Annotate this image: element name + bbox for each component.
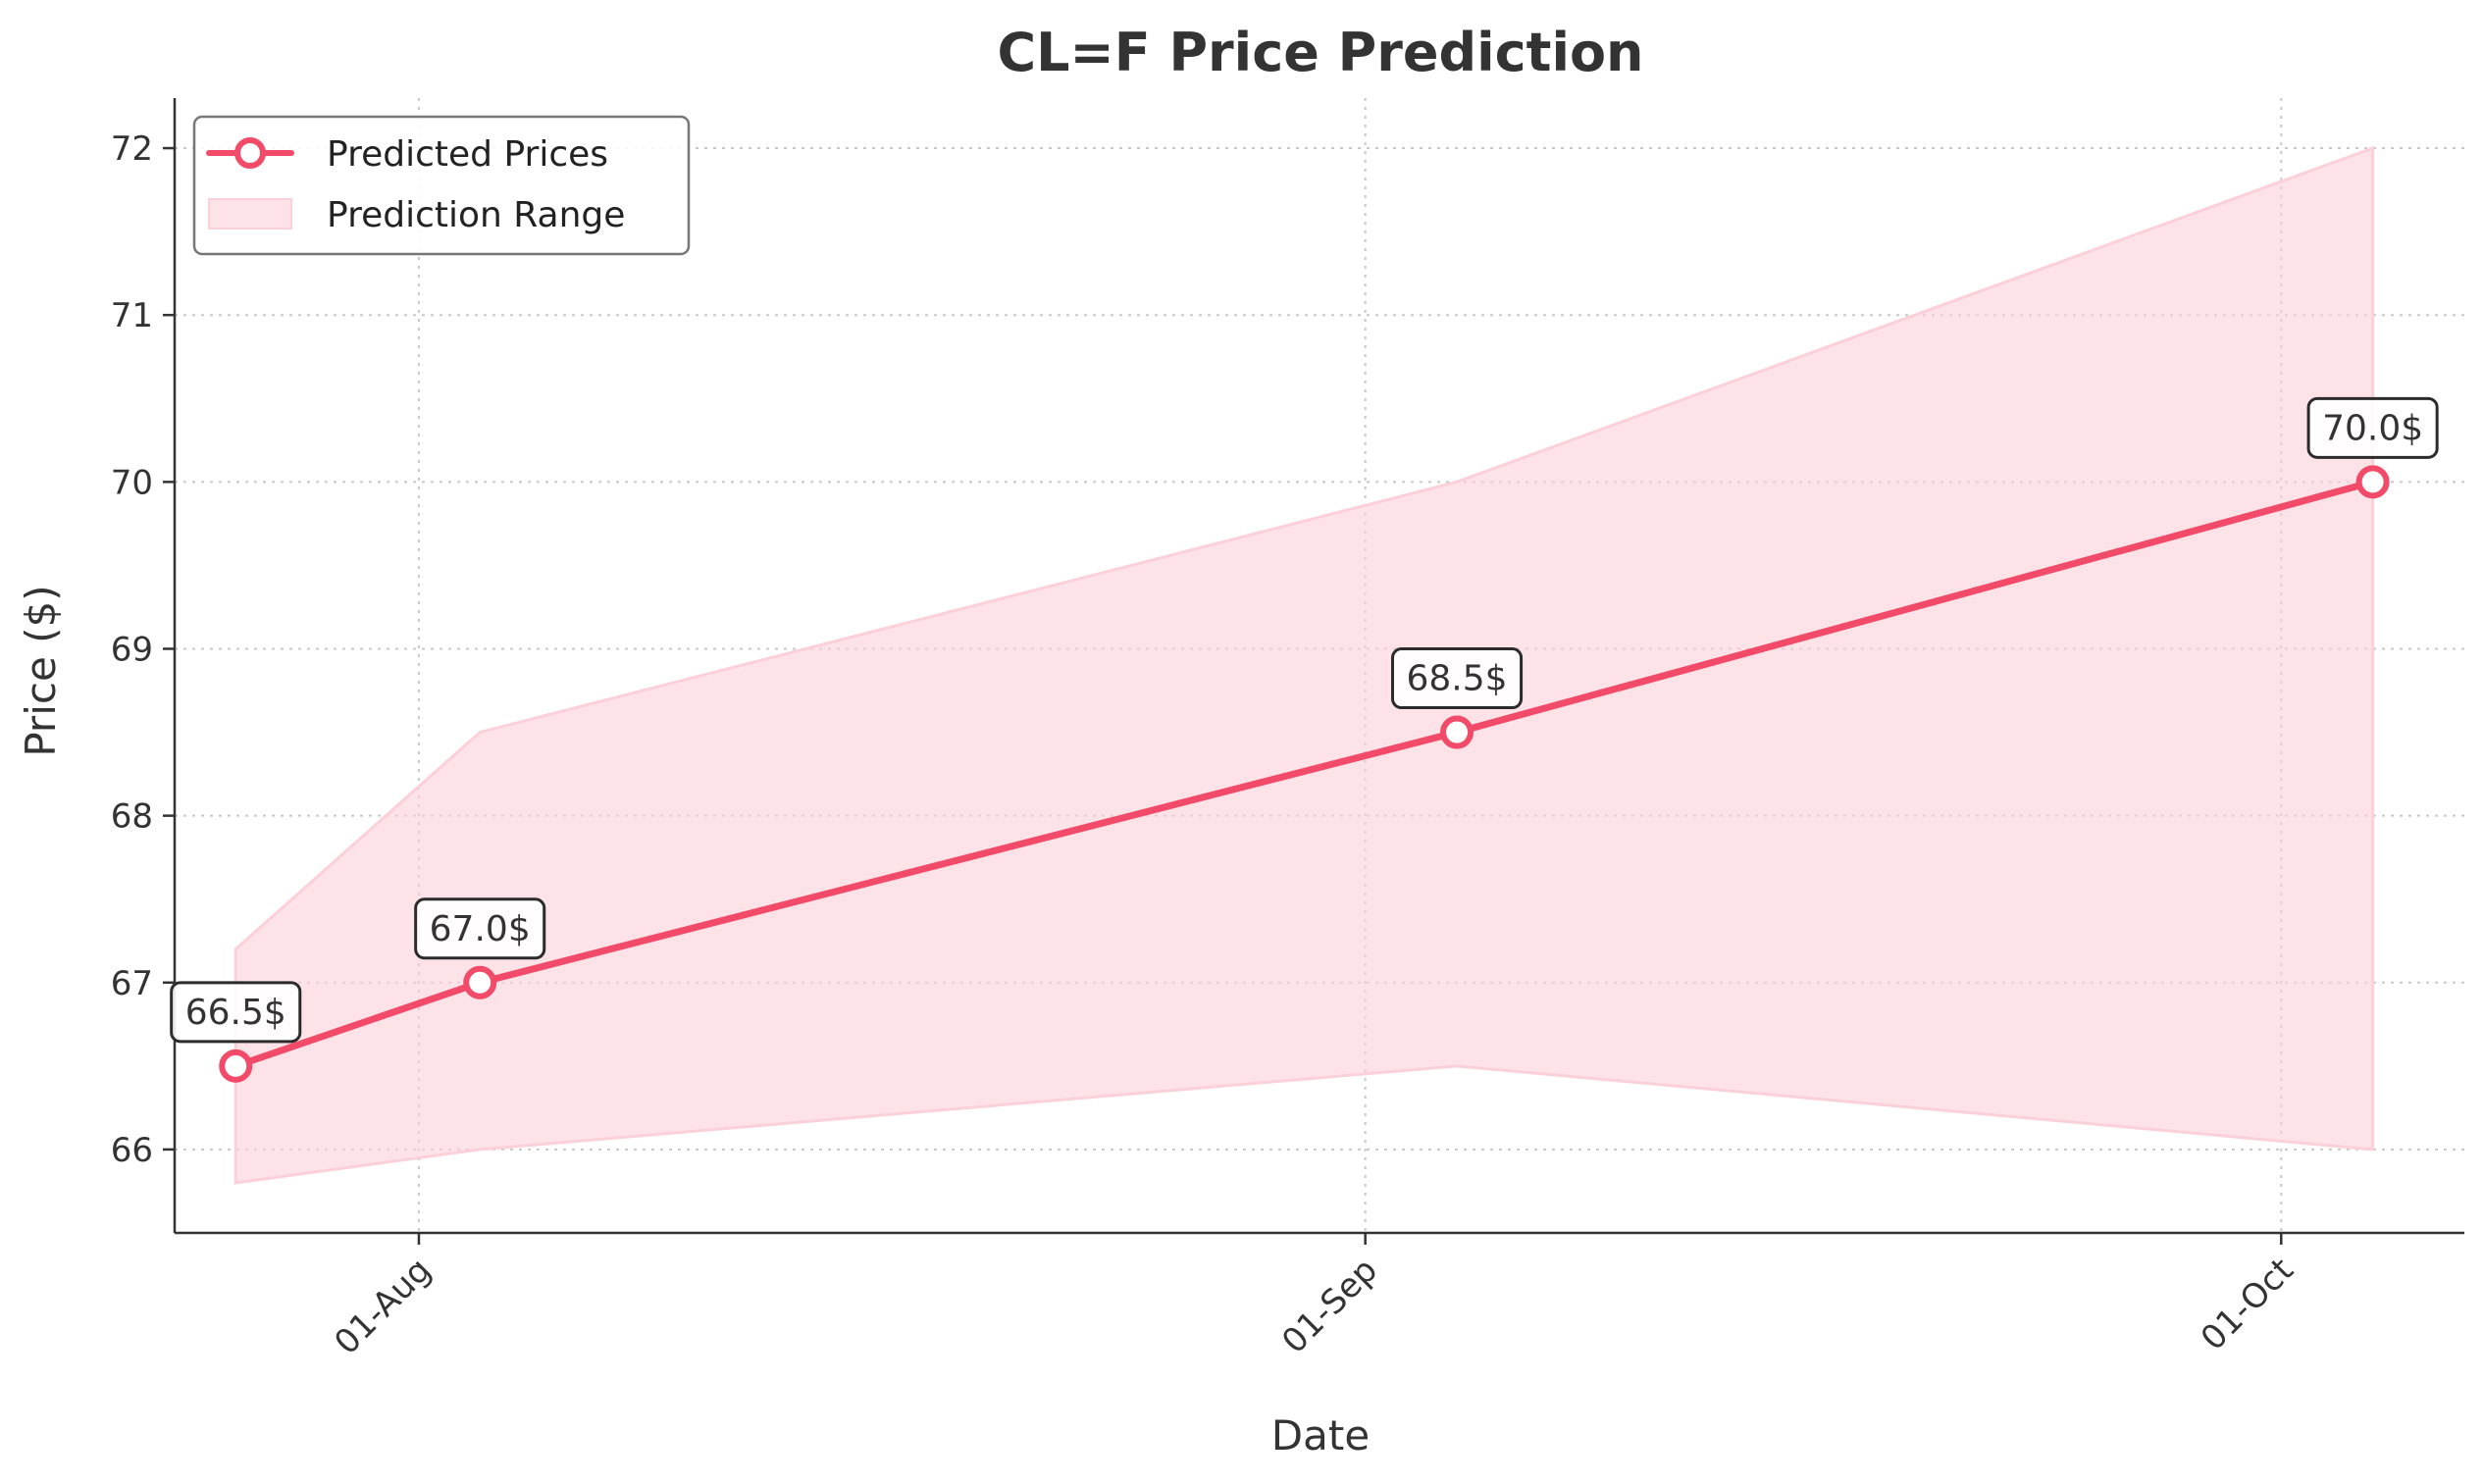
y-tick-label: 66 — [111, 1131, 153, 1170]
x-axis-ticks: 01-Aug 01-Sep 01-Oct — [327, 1233, 2302, 1362]
legend-marker-sample — [234, 137, 266, 169]
y-axis-title: Price ($) — [17, 585, 65, 756]
x-tick-label: 01-Aug — [327, 1251, 439, 1362]
axes — [173, 98, 2464, 1235]
data-label: 67.0$ — [430, 909, 531, 949]
legend-label-prediction-range: Prediction Range — [327, 195, 625, 235]
y-axis-ticks: 66 67 68 69 70 71 72 — [111, 129, 175, 1170]
predicted-prices-line — [232, 478, 2377, 1070]
predicted-price-point — [2355, 465, 2390, 499]
predicted-price-point — [1440, 715, 1474, 749]
prediction-range-band — [233, 145, 2375, 1185]
x-tick-label: 01-Oct — [2194, 1251, 2302, 1358]
chart-title: CL=F Price Prediction — [998, 22, 1644, 83]
predicted-price-point — [219, 1049, 253, 1083]
legend-frame — [192, 115, 691, 256]
y-tick-label: 71 — [111, 296, 153, 335]
legend-label-predicted-prices: Predicted Prices — [327, 134, 608, 175]
legend: Predicted Prices Prediction Range — [192, 115, 691, 256]
x-tick-label: 01-Sep — [1274, 1251, 1385, 1361]
data-label: 66.5$ — [185, 993, 286, 1033]
y-tick-label: 69 — [111, 630, 153, 669]
y-tick-label: 72 — [111, 129, 153, 169]
predicted-prices-series — [219, 465, 2390, 1083]
data-label: 70.0$ — [2322, 408, 2423, 448]
x-axis-title: Date — [1271, 1411, 1370, 1459]
data-label: 68.5$ — [1407, 659, 1508, 699]
predicted-price-point — [463, 965, 497, 999]
data-label-box — [1391, 647, 1524, 710]
legend-range-swatch — [208, 198, 292, 230]
y-tick-label: 67 — [111, 964, 153, 1003]
data-label-box — [2306, 396, 2439, 459]
data-label-box — [170, 981, 302, 1044]
y-tick-label: 70 — [111, 463, 153, 502]
data-label-box — [414, 897, 546, 960]
prediction-range-area — [233, 145, 2375, 1185]
y-tick-label: 68 — [111, 797, 153, 837]
data-labels: 66.5$ 67.0$ 68.5$ 70.0$ — [170, 396, 2439, 1044]
